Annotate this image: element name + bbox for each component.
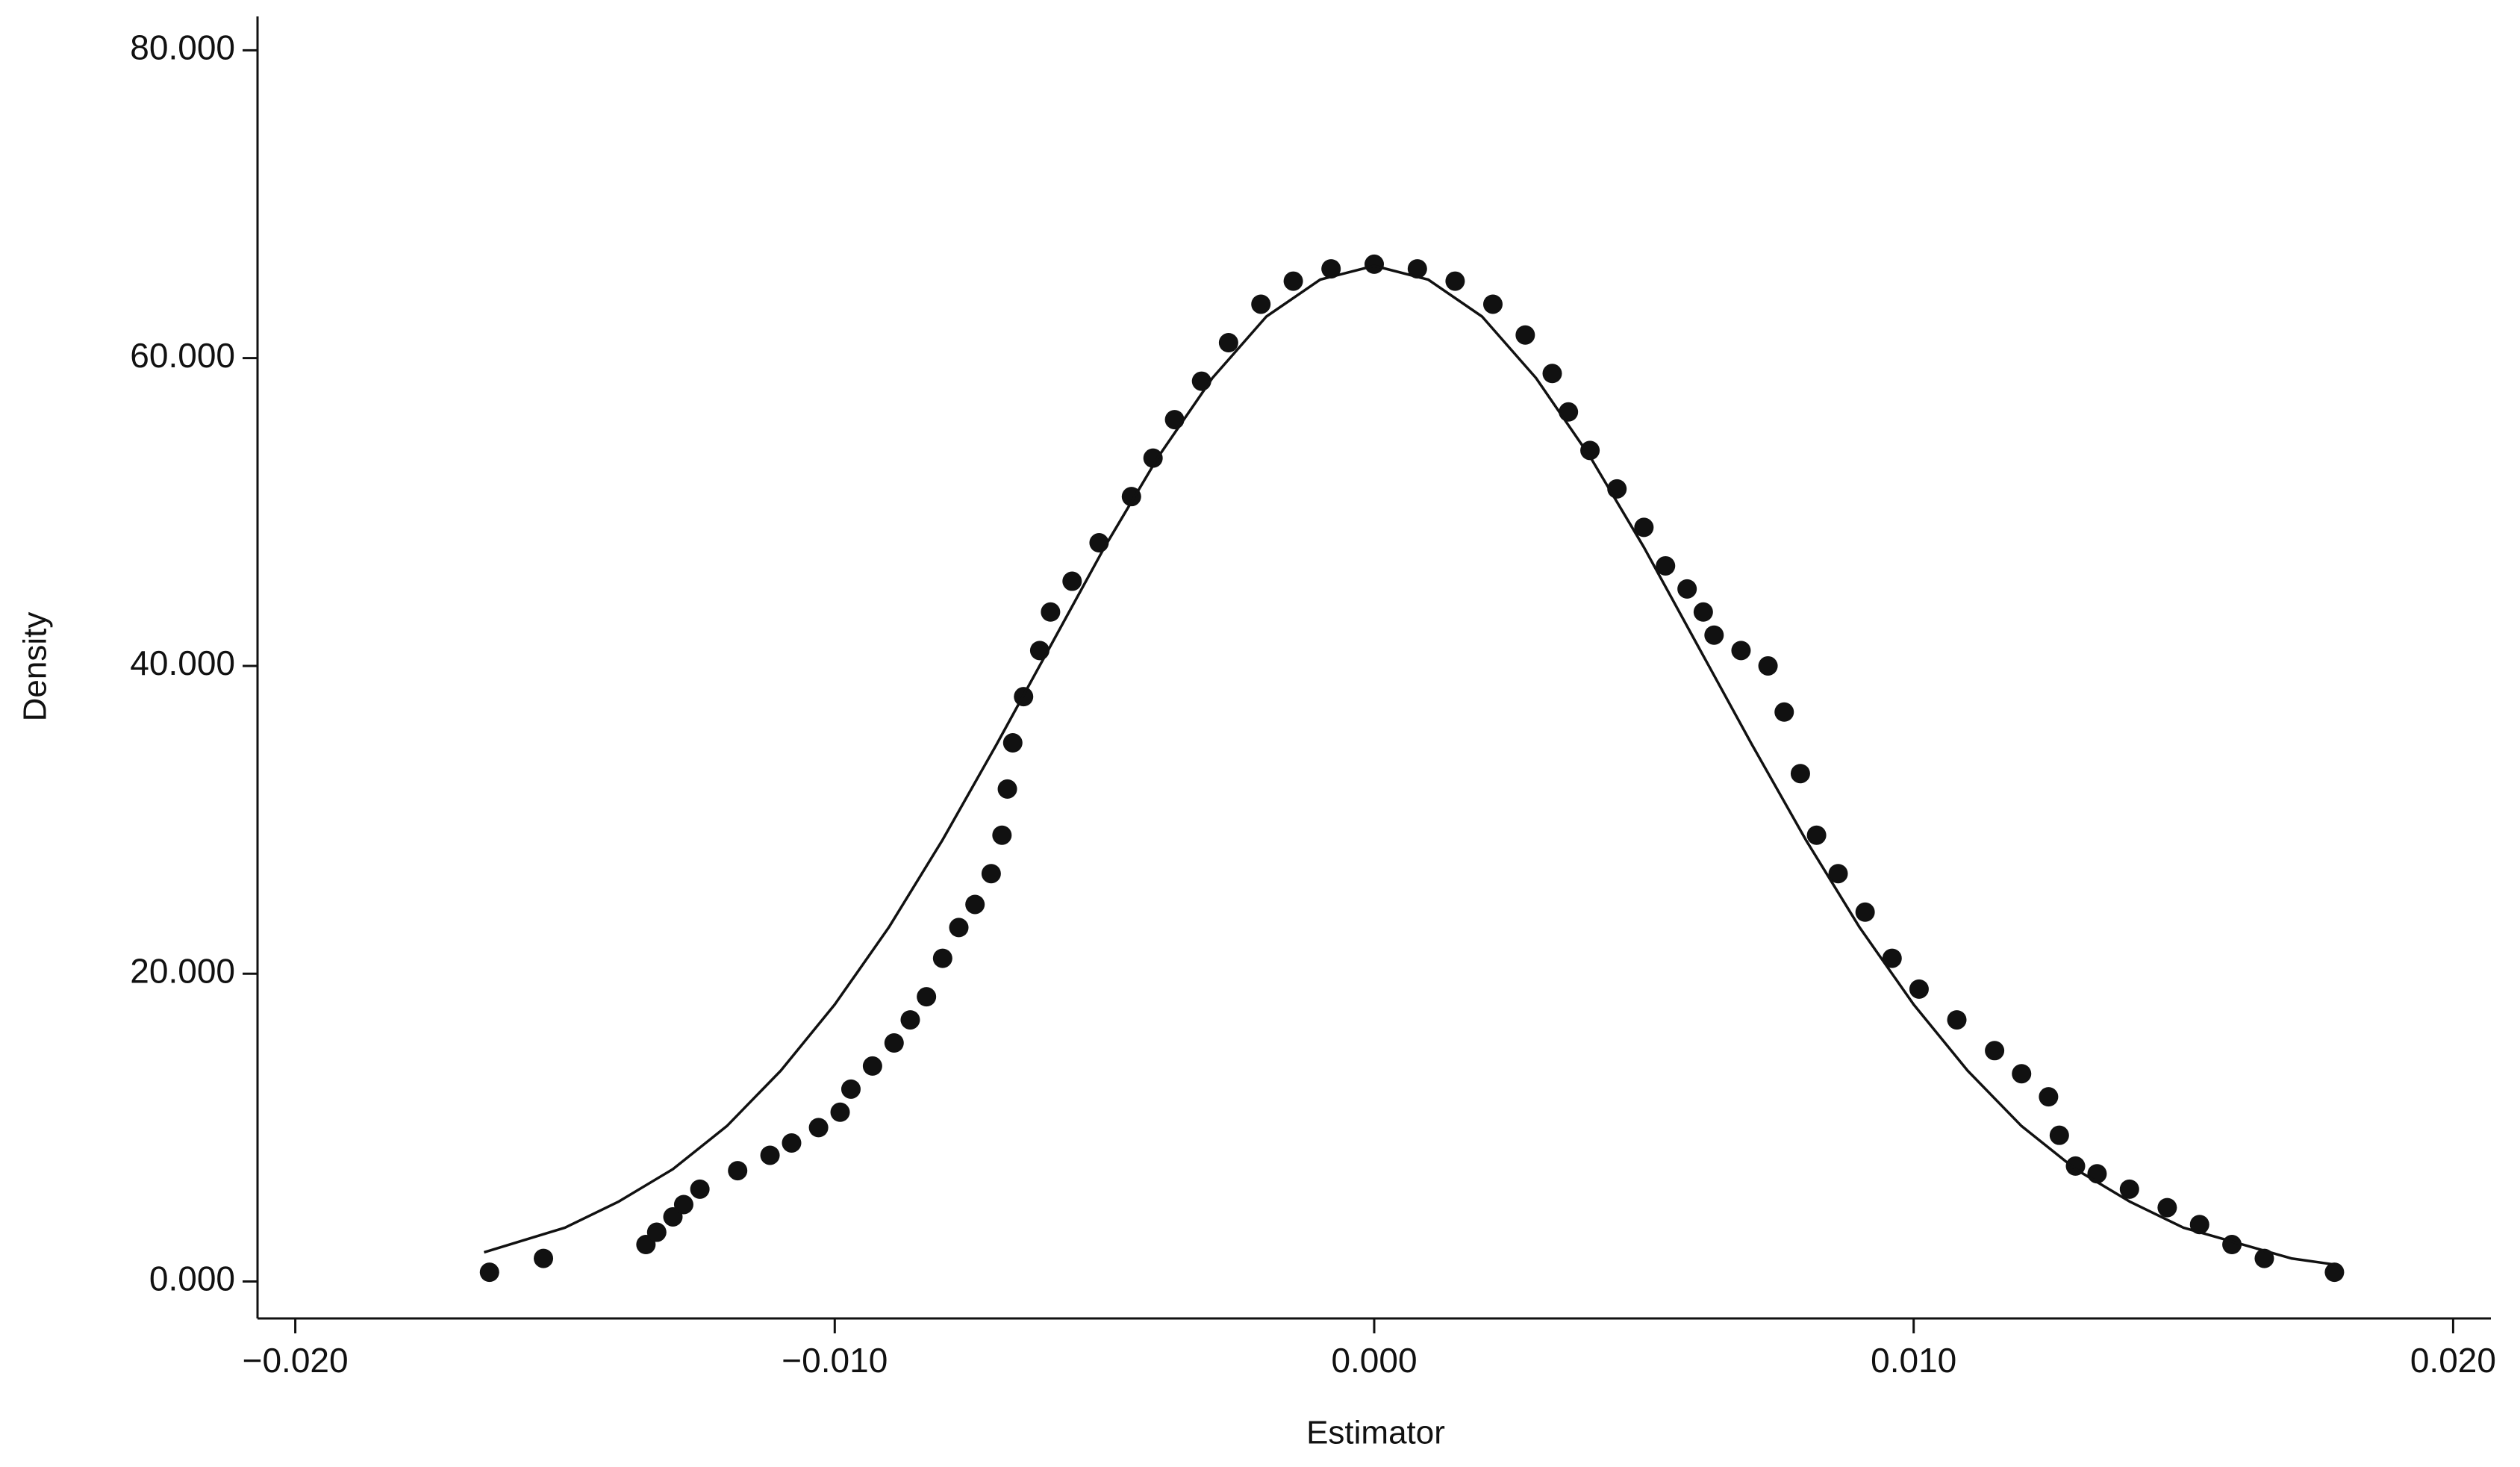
data-point xyxy=(534,1248,554,1268)
data-point xyxy=(673,1195,693,1215)
data-point xyxy=(1790,764,1810,784)
data-point xyxy=(1559,402,1579,422)
data-point xyxy=(2157,1197,2177,1218)
data-point xyxy=(1656,555,1676,576)
data-point xyxy=(1283,271,1303,291)
data-point xyxy=(1774,702,1794,722)
data-point xyxy=(1677,579,1697,599)
data-point xyxy=(1947,1010,1967,1030)
data-point xyxy=(992,825,1012,845)
data-point xyxy=(646,1222,667,1242)
data-point xyxy=(1143,448,1163,468)
data-point xyxy=(2189,1215,2209,1235)
data-point xyxy=(932,948,952,968)
data-point xyxy=(1909,979,1929,999)
data-point xyxy=(1758,655,1778,676)
density-curve xyxy=(483,264,2335,1266)
data-point xyxy=(1704,625,1724,645)
y-tick-label: 0.000 xyxy=(149,1259,235,1298)
data-point xyxy=(479,1262,499,1283)
y-tick-label: 40.000 xyxy=(130,644,235,682)
x-tick-label: 0.010 xyxy=(1871,1341,1956,1380)
data-point xyxy=(900,1010,920,1030)
data-point xyxy=(1731,641,1751,661)
data-point xyxy=(1806,825,1827,845)
data-point xyxy=(760,1145,780,1165)
data-point xyxy=(2012,1064,2032,1084)
data-point xyxy=(1855,902,1875,922)
y-axis-title: Density xyxy=(17,612,54,722)
data-point xyxy=(1365,254,1384,274)
data-point xyxy=(1445,271,1465,291)
data-point xyxy=(808,1118,829,1138)
x-tick-label: −0.010 xyxy=(782,1341,888,1380)
data-point xyxy=(840,1079,861,1099)
data-point xyxy=(1191,371,1211,391)
data-point xyxy=(728,1161,748,1181)
data-point xyxy=(1062,571,1082,591)
data-point xyxy=(782,1133,802,1153)
data-point xyxy=(1515,325,1535,345)
y-tick-label: 20.000 xyxy=(130,951,235,990)
data-point xyxy=(830,1102,850,1122)
data-point xyxy=(1985,1041,2005,1061)
data-point xyxy=(949,918,969,938)
data-point xyxy=(1002,733,1023,753)
data-point xyxy=(1634,517,1654,538)
data-point xyxy=(884,1032,904,1053)
data-point xyxy=(997,779,1017,799)
data-point xyxy=(1882,948,1902,968)
data-point xyxy=(965,894,985,915)
data-point xyxy=(1041,602,1061,622)
x-axis-title: Estimator xyxy=(1306,1415,1445,1451)
data-point xyxy=(2049,1125,2069,1145)
data-point xyxy=(1542,364,1562,384)
data-point xyxy=(1321,259,1341,279)
data-point xyxy=(1218,333,1238,353)
data-point xyxy=(2324,1262,2345,1283)
y-tick-label: 60.000 xyxy=(130,336,235,375)
data-point xyxy=(690,1179,710,1199)
data-point xyxy=(2119,1179,2139,1199)
y-tick-label: 80.000 xyxy=(130,28,235,67)
data-point xyxy=(1251,294,1271,314)
x-tick-label: −0.020 xyxy=(243,1341,349,1380)
data-point xyxy=(1407,259,1427,279)
data-point xyxy=(1693,602,1713,622)
x-tick-label: 0.020 xyxy=(2410,1341,2496,1380)
data-point xyxy=(1828,864,1848,884)
data-point xyxy=(2039,1087,2059,1107)
data-point xyxy=(981,864,1001,884)
data-point xyxy=(917,987,937,1007)
data-point xyxy=(2254,1248,2274,1268)
x-tick-label: 0.000 xyxy=(1331,1341,1417,1380)
data-point xyxy=(1482,294,1503,314)
data-point xyxy=(862,1056,882,1076)
data-point xyxy=(1164,410,1185,430)
data-point xyxy=(1580,440,1600,461)
